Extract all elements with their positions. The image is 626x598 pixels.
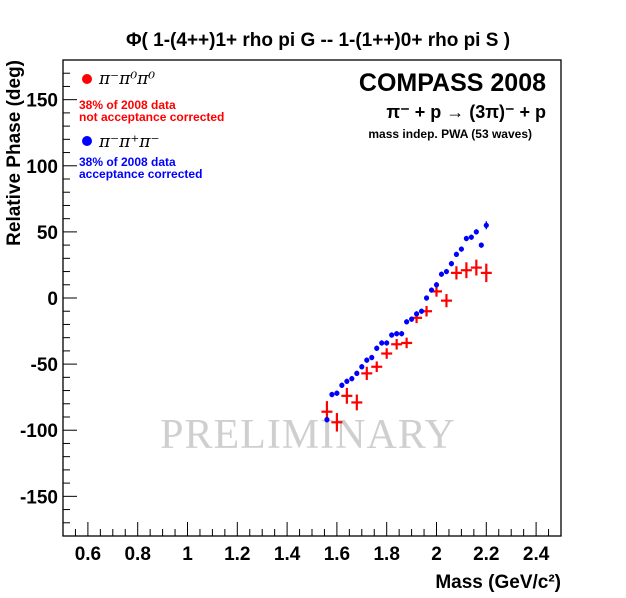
legend: π⁻π⁰π⁰ 38% of 2008 data not acceptance c…	[79, 69, 224, 181]
y-tick-label: 50	[37, 223, 58, 244]
x-tick-label: 1.2	[224, 544, 250, 565]
watermark: PRELIMINARY	[160, 412, 456, 458]
data-point-charged	[468, 234, 474, 240]
data-point-charged	[409, 316, 415, 322]
legend-marker-neutral	[82, 74, 92, 84]
y-tick-label: -150	[20, 487, 58, 508]
data-point-charged	[453, 251, 460, 257]
legend-label-charged: π⁻π⁺π⁻	[98, 132, 159, 152]
x-tick-label: 2	[431, 544, 442, 565]
y-axis-label: Relative Phase (deg)	[4, 60, 25, 246]
data-point-charged	[448, 261, 455, 267]
data-point-charged	[339, 382, 345, 388]
data-point-charged	[364, 357, 370, 363]
data-point-charged	[394, 331, 400, 337]
reaction-label: π⁻ + p → (3π)⁻ + p	[386, 102, 546, 122]
x-tick-label: 1.4	[274, 544, 301, 565]
series-charged-marks	[324, 221, 489, 423]
legend-note-charged-2: acceptance corrected	[79, 167, 202, 181]
data-point-charged	[438, 271, 445, 277]
data-point-charged	[354, 370, 360, 376]
x-tick-label: 1	[182, 544, 193, 565]
data-point-charged	[379, 340, 385, 346]
data-point-charged	[349, 376, 355, 382]
x-axis-label: Mass (GeV/c²)	[435, 572, 561, 593]
data-point-charged	[428, 287, 435, 293]
legend-note-neutral-1: 38% of 2008 data	[79, 98, 176, 112]
data-point-charged	[384, 340, 390, 346]
data-point-charged	[344, 378, 350, 384]
y-tick-label: -50	[31, 355, 58, 376]
legend-label-neutral: π⁻π⁰π⁰	[98, 69, 155, 89]
data-point-charged	[418, 308, 425, 314]
y-tick-label: -100	[20, 421, 58, 442]
legend-note-neutral-2: not acceptance corrected	[79, 110, 224, 124]
data-point-charged	[329, 391, 335, 398]
x-tick-label: 2.2	[473, 544, 499, 565]
data-point-charged	[458, 246, 464, 252]
data-point-charged	[483, 222, 489, 228]
data-point-charged	[463, 235, 469, 242]
data-point-charged	[389, 332, 395, 338]
analysis-label: mass indep. PWA (53 waves)	[368, 127, 532, 141]
data-point-charged	[443, 268, 450, 275]
x-tick-label: 1.8	[373, 544, 399, 565]
y-tick-label: 0	[47, 289, 58, 310]
y-tick-labels: 150 100 50 0 -50 -100 -150	[20, 91, 58, 509]
legend-note-charged-1: 38% of 2008 data	[79, 155, 176, 169]
x-tick-labels: 0.6 0.8 1 1.2 1.4 1.6 1.8 2 2.2 2.4	[75, 544, 550, 565]
data-point-charged	[359, 364, 365, 370]
x-tick-label: 2.4	[523, 544, 550, 565]
data-point-charged	[478, 242, 484, 248]
legend-marker-charged	[82, 136, 92, 146]
data-point-charged	[473, 229, 479, 235]
x-tick-label: 0.6	[75, 544, 101, 565]
chart-title: Φ( 1-(4++)1+ rho pi G -- 1-(1++)0+ rho p…	[126, 30, 510, 51]
data-point-charged	[374, 345, 380, 351]
data-point-charged	[369, 354, 375, 361]
data-point-charged	[334, 390, 340, 396]
experiment-label: COMPASS 2008	[359, 69, 546, 97]
y-tick-label: 100	[26, 157, 58, 178]
data-point-charged	[423, 295, 430, 301]
data-point-charged	[399, 331, 405, 337]
series-neutral-marks	[321, 259, 492, 432]
x-tick-label: 1.6	[324, 544, 350, 565]
data-point-charged	[324, 417, 330, 423]
axis-ticks	[62, 59, 562, 536]
data-point-charged	[413, 311, 420, 317]
data-point-charged	[433, 282, 440, 288]
y-tick-label: 150	[26, 91, 58, 112]
x-tick-label: 0.8	[124, 544, 150, 565]
data-point-charged	[404, 319, 410, 325]
